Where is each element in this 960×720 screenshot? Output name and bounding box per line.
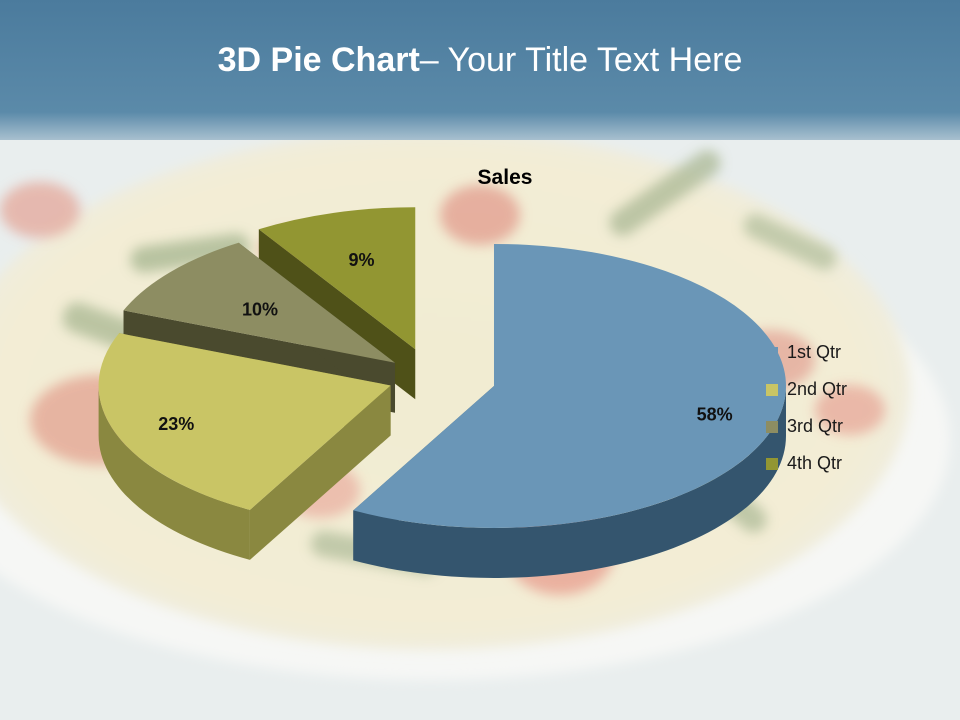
legend-label: 4th Qtr: [787, 453, 843, 473]
slice-top: [353, 243, 786, 528]
slice-rim: [98, 385, 250, 560]
legend-item: 4th Qtr: [766, 445, 847, 482]
slide-title: 3D Pie Chart– Your Title Text Here: [218, 41, 743, 80]
legend-swatch: [766, 346, 778, 359]
legend-item: 2nd Qtr: [766, 371, 847, 408]
legend-swatch: [766, 457, 778, 470]
slide-title-rest: – Your Title Text Here: [419, 40, 743, 79]
slice-wall: [249, 385, 391, 560]
data-label: 10%: [242, 299, 278, 319]
slice-rim: [353, 385, 786, 578]
data-label: 23%: [158, 414, 194, 434]
legend-label: 3rd Qtr: [787, 416, 844, 436]
legend-item: 1st Qtr: [766, 334, 847, 371]
data-label: 9%: [348, 250, 374, 270]
pie-slice: [98, 333, 391, 560]
legend-swatch: [766, 420, 778, 433]
chart-legend: 1st Qtr 2nd Qtr 3rd Qtr 4th Qtr: [766, 334, 847, 482]
chart-title: Sales: [477, 166, 533, 189]
slice-top: [123, 242, 396, 363]
slice-top: [258, 207, 416, 350]
legend-label: 2nd Qtr: [787, 379, 848, 399]
data-label: 58%: [697, 405, 733, 425]
pie-slice: [353, 243, 786, 578]
slide-title-bold: 3D Pie Chart: [217, 40, 420, 79]
legend-swatch: [766, 383, 778, 396]
legend-item: 3rd Qtr: [766, 408, 847, 445]
legend-label: 1st Qtr: [787, 342, 842, 362]
slide-header: 3D Pie Chart– Your Title Text Here: [0, 0, 960, 130]
slice-top: [98, 333, 391, 510]
